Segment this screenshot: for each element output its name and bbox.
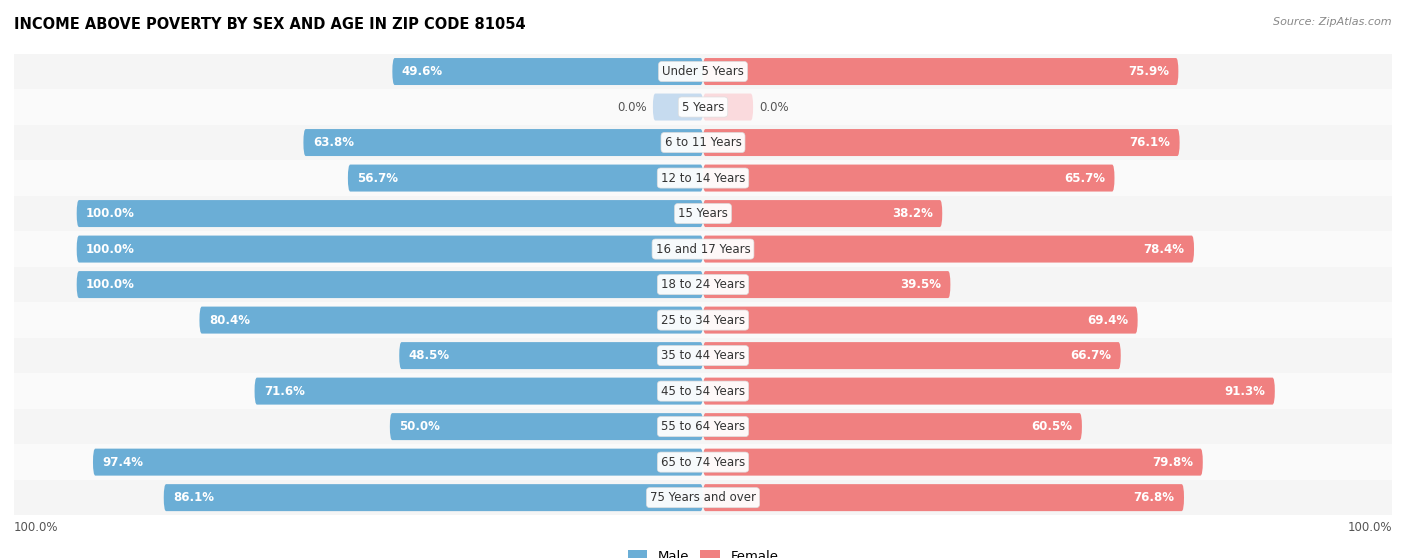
Text: 97.4%: 97.4% xyxy=(103,456,143,469)
FancyBboxPatch shape xyxy=(703,94,754,121)
Text: 18 to 24 Years: 18 to 24 Years xyxy=(661,278,745,291)
Text: 75.9%: 75.9% xyxy=(1128,65,1168,78)
Text: 55 to 64 Years: 55 to 64 Years xyxy=(661,420,745,433)
Text: 50.0%: 50.0% xyxy=(399,420,440,433)
Text: 76.8%: 76.8% xyxy=(1133,491,1174,504)
Text: 56.7%: 56.7% xyxy=(357,171,398,185)
Text: 5 Years: 5 Years xyxy=(682,100,724,113)
Text: 76.1%: 76.1% xyxy=(1129,136,1170,149)
Text: 6 to 11 Years: 6 to 11 Years xyxy=(665,136,741,149)
FancyBboxPatch shape xyxy=(347,165,703,191)
Text: 75 Years and over: 75 Years and over xyxy=(650,491,756,504)
FancyBboxPatch shape xyxy=(652,94,703,121)
FancyBboxPatch shape xyxy=(703,342,1121,369)
Text: 60.5%: 60.5% xyxy=(1032,420,1073,433)
Text: 80.4%: 80.4% xyxy=(209,314,250,326)
FancyBboxPatch shape xyxy=(14,444,1392,480)
FancyBboxPatch shape xyxy=(77,271,703,298)
Text: 65.7%: 65.7% xyxy=(1064,171,1105,185)
FancyBboxPatch shape xyxy=(77,235,703,263)
FancyBboxPatch shape xyxy=(14,409,1392,444)
FancyBboxPatch shape xyxy=(14,267,1392,302)
Text: 91.3%: 91.3% xyxy=(1225,384,1265,398)
Text: 35 to 44 Years: 35 to 44 Years xyxy=(661,349,745,362)
Text: 66.7%: 66.7% xyxy=(1070,349,1111,362)
FancyBboxPatch shape xyxy=(14,232,1392,267)
Text: 0.0%: 0.0% xyxy=(617,100,647,113)
FancyBboxPatch shape xyxy=(703,200,942,227)
FancyBboxPatch shape xyxy=(392,58,703,85)
Text: 100.0%: 100.0% xyxy=(86,278,135,291)
FancyBboxPatch shape xyxy=(200,306,703,334)
Legend: Male, Female: Male, Female xyxy=(623,545,783,558)
FancyBboxPatch shape xyxy=(14,480,1392,516)
FancyBboxPatch shape xyxy=(14,160,1392,196)
FancyBboxPatch shape xyxy=(703,378,1275,405)
Text: 38.2%: 38.2% xyxy=(891,207,932,220)
Text: 86.1%: 86.1% xyxy=(173,491,214,504)
Text: 16 and 17 Years: 16 and 17 Years xyxy=(655,243,751,256)
FancyBboxPatch shape xyxy=(14,125,1392,160)
FancyBboxPatch shape xyxy=(703,413,1083,440)
FancyBboxPatch shape xyxy=(254,378,703,405)
Text: 25 to 34 Years: 25 to 34 Years xyxy=(661,314,745,326)
FancyBboxPatch shape xyxy=(389,413,703,440)
FancyBboxPatch shape xyxy=(703,129,1180,156)
FancyBboxPatch shape xyxy=(77,200,703,227)
FancyBboxPatch shape xyxy=(163,484,703,511)
FancyBboxPatch shape xyxy=(703,484,1184,511)
Text: 100.0%: 100.0% xyxy=(14,521,59,533)
Text: 49.6%: 49.6% xyxy=(402,65,443,78)
FancyBboxPatch shape xyxy=(14,89,1392,125)
Text: 39.5%: 39.5% xyxy=(900,278,941,291)
FancyBboxPatch shape xyxy=(399,342,703,369)
FancyBboxPatch shape xyxy=(703,271,950,298)
Text: Source: ZipAtlas.com: Source: ZipAtlas.com xyxy=(1274,17,1392,27)
FancyBboxPatch shape xyxy=(14,338,1392,373)
Text: INCOME ABOVE POVERTY BY SEX AND AGE IN ZIP CODE 81054: INCOME ABOVE POVERTY BY SEX AND AGE IN Z… xyxy=(14,17,526,32)
FancyBboxPatch shape xyxy=(93,449,703,475)
FancyBboxPatch shape xyxy=(703,165,1115,191)
Text: 100.0%: 100.0% xyxy=(86,243,135,256)
FancyBboxPatch shape xyxy=(14,302,1392,338)
FancyBboxPatch shape xyxy=(703,306,1137,334)
Text: 100.0%: 100.0% xyxy=(86,207,135,220)
Text: 69.4%: 69.4% xyxy=(1087,314,1128,326)
Text: 63.8%: 63.8% xyxy=(312,136,354,149)
FancyBboxPatch shape xyxy=(703,58,1178,85)
Text: 79.8%: 79.8% xyxy=(1153,456,1194,469)
Text: 48.5%: 48.5% xyxy=(409,349,450,362)
Text: 12 to 14 Years: 12 to 14 Years xyxy=(661,171,745,185)
Text: 15 Years: 15 Years xyxy=(678,207,728,220)
Text: 78.4%: 78.4% xyxy=(1143,243,1185,256)
Text: 71.6%: 71.6% xyxy=(264,384,305,398)
Text: 65 to 74 Years: 65 to 74 Years xyxy=(661,456,745,469)
FancyBboxPatch shape xyxy=(703,235,1194,263)
FancyBboxPatch shape xyxy=(14,196,1392,232)
Text: 100.0%: 100.0% xyxy=(1347,521,1392,533)
Text: 45 to 54 Years: 45 to 54 Years xyxy=(661,384,745,398)
Text: 0.0%: 0.0% xyxy=(759,100,789,113)
FancyBboxPatch shape xyxy=(14,373,1392,409)
FancyBboxPatch shape xyxy=(304,129,703,156)
FancyBboxPatch shape xyxy=(14,54,1392,89)
FancyBboxPatch shape xyxy=(703,449,1202,475)
Text: Under 5 Years: Under 5 Years xyxy=(662,65,744,78)
